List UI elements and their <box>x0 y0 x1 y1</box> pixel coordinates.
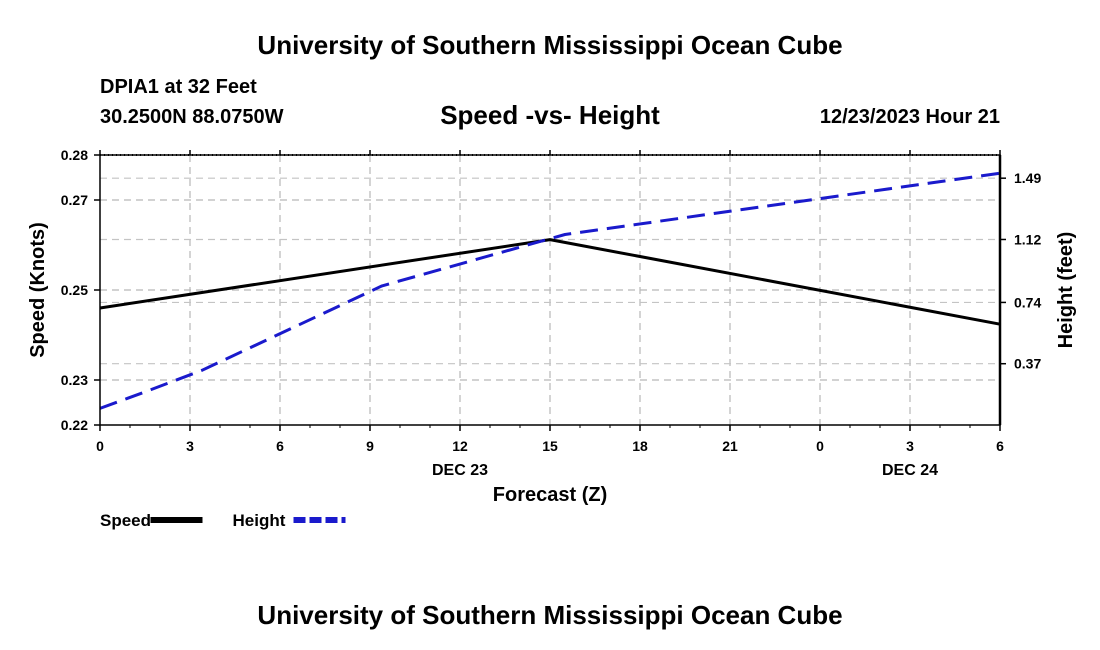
datetime-label: 12/23/2023 Hour 21 <box>819 106 1000 128</box>
y-tick-label: 0.22 <box>61 417 88 433</box>
legend: Speed Height <box>100 511 346 530</box>
y2-tick-label: 0.74 <box>1014 294 1041 310</box>
x-tick-label: 0 <box>96 438 104 454</box>
y2-axis-label: Height (feet) <box>1055 232 1077 349</box>
x-axis-label: Forecast (Z) <box>493 484 607 506</box>
x-tick-label: 6 <box>276 438 284 454</box>
station-label: DPIA1 at 32 Feet <box>100 76 257 98</box>
x-tick-label: 3 <box>186 438 194 454</box>
legend-label-speed: Speed <box>100 511 151 530</box>
footer-title: University of Southern Mississippi Ocean… <box>257 600 843 630</box>
y-tick-label: 0.28 <box>61 147 88 163</box>
y-tick-label: 0.25 <box>61 282 88 298</box>
grid <box>100 154 1000 425</box>
page-title: University of Southern Mississippi Ocean… <box>257 30 843 60</box>
y2-tick-label: 1.49 <box>1014 170 1041 186</box>
y2-tick-label: 1.12 <box>1014 231 1041 247</box>
y2-tick-label: 0.37 <box>1014 356 1041 372</box>
coordinates-label: 30.2500N 88.0750W <box>100 106 284 128</box>
x-tick-label: 15 <box>542 438 558 454</box>
y-tick-label: 0.27 <box>61 192 88 208</box>
chart-title: Speed -vs- Height <box>440 100 660 130</box>
x-tick-label: 9 <box>366 438 374 454</box>
series-line-height <box>99 171 1001 410</box>
ticks <box>94 150 1006 431</box>
x-tick-label: 18 <box>632 438 648 454</box>
y-axis-label: Speed (Knots) <box>27 222 49 358</box>
x-tick-label: 12 <box>452 438 468 454</box>
x-tick-label: 21 <box>722 438 738 454</box>
x-tick-label: 0 <box>816 438 824 454</box>
legend-label-height: Height <box>233 511 286 530</box>
date-label: DEC 24 <box>882 462 938 479</box>
date-label: DEC 23 <box>432 462 488 479</box>
y-tick-label: 0.23 <box>61 372 88 388</box>
x-tick-label: 3 <box>906 438 914 454</box>
tick-labels: 0 3 6 9 12 15 18 21 0 3 6 DEC 23 DEC 24 0.22 0.23 0.25 0… <box>61 147 1042 479</box>
x-tick-label: 6 <box>996 438 1004 454</box>
